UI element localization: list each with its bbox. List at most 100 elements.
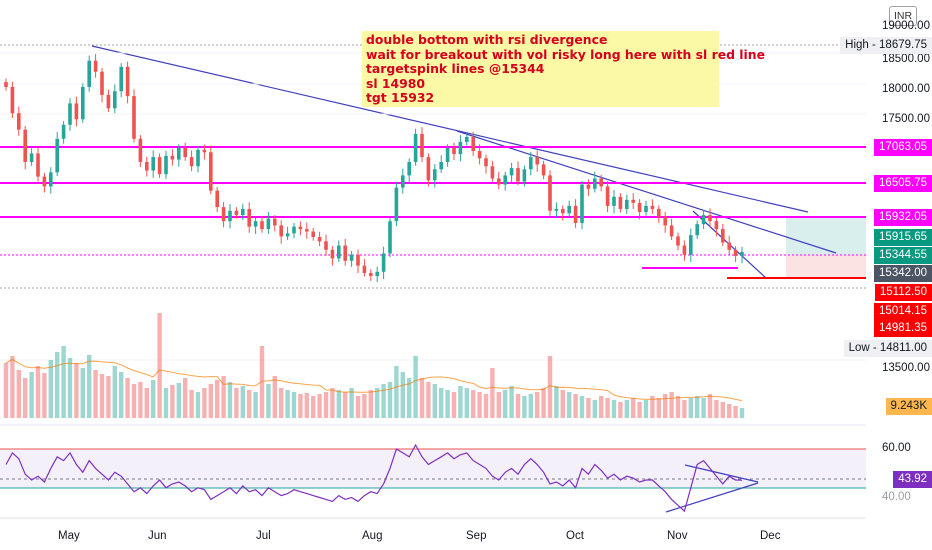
candle-body	[497, 178, 501, 185]
volume-bar	[720, 402, 725, 418]
volume-bar	[573, 394, 578, 418]
volume-bar	[451, 392, 457, 418]
volume-bar	[707, 394, 713, 418]
price-tick-18500: 18500.00	[882, 53, 930, 65]
volume-bar	[407, 378, 412, 418]
candle-body	[721, 229, 725, 243]
candle-body	[164, 155, 168, 175]
volume-bar	[291, 392, 297, 418]
candle-body	[676, 236, 680, 246]
candle-body	[663, 216, 667, 226]
candle-body	[23, 129, 27, 162]
rsi-triangle-bottom[interactable]	[665, 482, 759, 513]
candle-body	[586, 184, 591, 189]
candle-body	[682, 245, 687, 255]
volume-bar	[663, 394, 668, 418]
candle-body	[202, 149, 207, 153]
trendline-1[interactable]	[91, 45, 809, 213]
volume-bar	[394, 366, 399, 418]
candle-body	[599, 178, 603, 187]
candle-body	[631, 199, 635, 203]
candle-body	[292, 226, 296, 234]
volume-bar	[355, 396, 361, 418]
volume-bar	[23, 378, 28, 418]
volume-bar	[541, 388, 546, 418]
candle-body	[55, 138, 59, 173]
price-tag-14981: 14981.35	[874, 320, 932, 337]
risk-zone-red[interactable]	[786, 255, 866, 278]
level-lines	[0, 146, 866, 279]
volume-bar	[509, 386, 514, 418]
candle-body	[279, 225, 283, 237]
volume-bar	[170, 385, 175, 418]
month-aug: Aug	[362, 530, 383, 542]
rsi-band	[0, 449, 866, 488]
volume-bar	[131, 384, 137, 418]
candle-body	[362, 265, 367, 273]
candle-body	[145, 161, 149, 171]
volume-bar	[343, 392, 348, 418]
candle-body	[221, 207, 226, 222]
candle-body	[375, 271, 379, 277]
volume-bar	[125, 378, 130, 418]
candle-body	[548, 175, 552, 211]
candle-body	[503, 175, 507, 185]
candle-body	[612, 196, 616, 206]
volume-bar	[272, 376, 277, 418]
candle-body	[324, 241, 328, 250]
volume-bar	[151, 380, 156, 418]
price-tag-15112: 15112.50	[874, 284, 932, 301]
volume-bar	[35, 366, 41, 418]
volume-bar	[202, 388, 207, 418]
volume-bar	[464, 388, 469, 418]
candle-body	[465, 136, 469, 142]
candle-body	[541, 164, 546, 176]
candle-body	[573, 205, 578, 223]
volume-bar	[10, 356, 15, 418]
volume-bar	[375, 388, 380, 418]
volume-bar	[279, 388, 284, 418]
candle-body	[81, 86, 85, 120]
volume-bar	[93, 370, 98, 418]
price-tick-17500: 17500.00	[882, 113, 930, 125]
volume-bar	[567, 392, 572, 418]
rsi-triangle-top[interactable]	[684, 464, 759, 483]
volume-bar	[221, 376, 226, 418]
candle-body	[369, 273, 373, 277]
candle-body	[490, 166, 495, 179]
candle-body	[433, 169, 437, 181]
currency-button[interactable]: INR	[889, 6, 917, 26]
candle-body	[714, 221, 719, 230]
candle-body	[49, 172, 53, 187]
price-tick-19000: 19000.00	[882, 20, 930, 32]
trendline-2[interactable]	[456, 130, 837, 254]
rsi-tick-60: 60.00	[882, 442, 911, 454]
volume-bar	[247, 390, 252, 418]
target-zone-green[interactable]	[786, 217, 866, 255]
candle-body	[650, 205, 655, 209]
candle-body	[183, 147, 187, 158]
candle-body	[388, 221, 392, 254]
volume-bar	[67, 358, 73, 418]
rsi-line	[5, 443, 743, 513]
month-oct: Oct	[566, 530, 584, 542]
volume-bar	[227, 382, 233, 418]
volume-bar	[586, 398, 591, 418]
volume-bar	[349, 388, 354, 418]
candle-body	[317, 237, 322, 242]
volume-bar	[176, 383, 181, 418]
price-tag-15915: 15915.65	[874, 229, 932, 246]
volume-bar	[99, 374, 105, 418]
volume-bar	[80, 368, 85, 418]
candle-body	[413, 133, 418, 162]
note-line-4: sl 14980	[366, 75, 426, 91]
candle-body	[727, 242, 731, 250]
volume-bar	[624, 400, 629, 418]
volume-bar	[458, 386, 463, 418]
volume-bar	[528, 394, 533, 418]
analysis-note[interactable]: double bottom with rsi divergence wait fo…	[362, 31, 765, 107]
candle-body	[637, 202, 642, 212]
volume-bar	[439, 388, 444, 418]
volume-bar	[599, 396, 604, 418]
